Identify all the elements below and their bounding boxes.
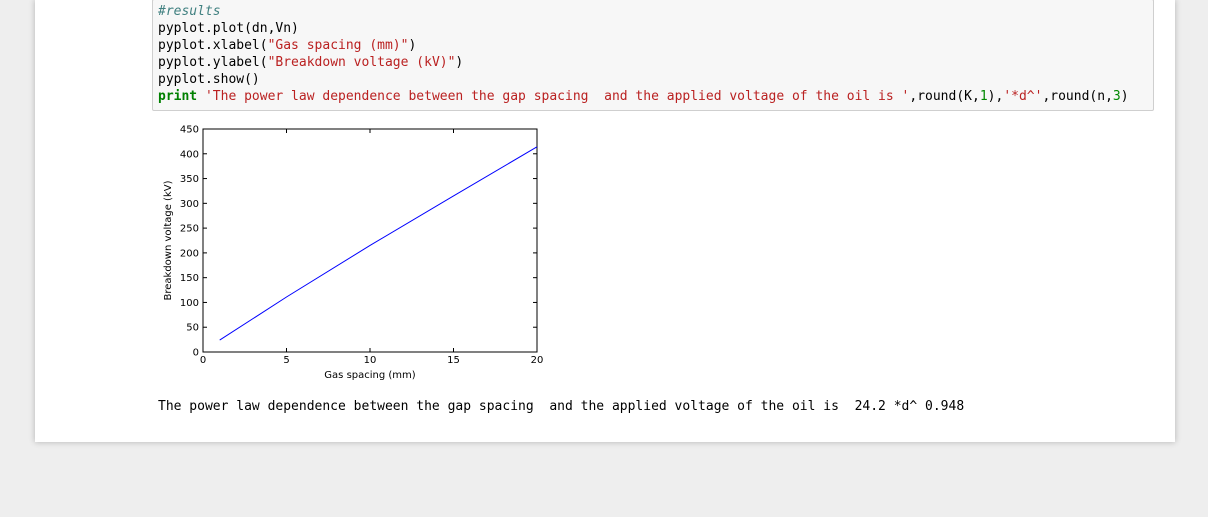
code-token: 'The power law dependence between the ga… [204, 89, 910, 104]
y-tick-label: 50 [186, 323, 199, 334]
y-tick-label: 100 [180, 298, 199, 309]
code-token: 1 [979, 89, 988, 104]
code-token: ,round(K, [909, 89, 980, 104]
code-cell[interactable]: #results pyplot.plot(dn,Vn) pyplot.xlabel(… [152, 0, 1154, 111]
y-tick-label: 400 [180, 149, 199, 160]
code-token: "Breakdown voltage (kV)" [267, 55, 456, 70]
chart: 0 50 100 150 200 250 300 350 400 450 0 5 10 15 20 Gas s… [163, 125, 544, 382]
x-tick-label: 10 [364, 355, 377, 366]
code-line: pyplot.show() [158, 71, 1129, 88]
code: #results pyplot.plot(dn,Vn) pyplot.xlabel(… [158, 3, 1129, 105]
code-token: print [158, 89, 198, 104]
y-axis-label: Breakdown voltage (kV) [163, 180, 174, 300]
code-line: #results [158, 3, 1129, 20]
x-tick-label: 20 [531, 355, 544, 366]
code-token: ), [987, 89, 1004, 104]
code-line: pyplot.ylabel("Breakdown voltage (kV)") [158, 54, 1129, 71]
code-token: ,round(n, [1042, 89, 1113, 104]
data-line [219, 146, 538, 341]
code-token: pyplot.ylabel( [158, 55, 268, 70]
y-tick-label: 0 [193, 348, 199, 359]
x-tick-label: 5 [283, 355, 289, 366]
code-token [197, 89, 205, 104]
code-token: #results [158, 4, 221, 19]
code-line: print 'The power law dependence between … [158, 88, 1129, 105]
y-tick-label: 300 [180, 199, 199, 210]
code-token: ) [1120, 89, 1129, 104]
y-tick-label: 350 [180, 174, 199, 185]
code-token: pyplot.show() [158, 72, 260, 87]
notebook-panel: #results pyplot.plot(dn,Vn) pyplot.xlabel(… [35, 0, 1175, 442]
code-token: ) [455, 55, 464, 70]
x-tick-label: 15 [447, 355, 460, 366]
code-token: pyplot.plot(dn,Vn) [158, 21, 299, 36]
code-line: pyplot.xlabel("Gas spacing (mm)") [158, 37, 1129, 54]
code-token: '*d^' [1003, 89, 1043, 104]
y-tick-label: 250 [180, 224, 199, 235]
code-token: "Gas spacing (mm)" [267, 38, 409, 53]
x-tick-label: 0 [200, 355, 206, 366]
x-axis-label: Gas spacing (mm) [324, 370, 415, 381]
y-tick-label: 450 [180, 125, 199, 136]
output-text: The power law dependence between the gap… [158, 399, 965, 414]
code-token: ) [408, 38, 417, 53]
y-tick-label: 200 [180, 248, 199, 259]
code-line: pyplot.plot(dn,Vn) [158, 20, 1129, 37]
code-token: pyplot.xlabel( [158, 38, 268, 53]
code-token: 3 [1112, 89, 1121, 104]
y-tick-label: 150 [180, 273, 199, 284]
